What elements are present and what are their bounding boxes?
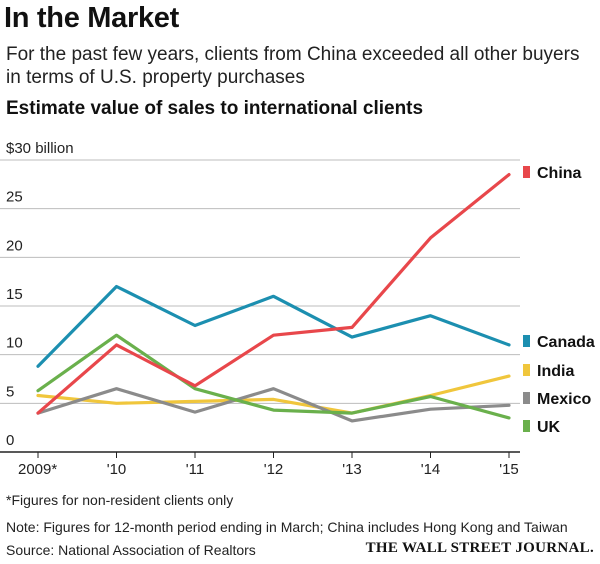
chart-heading: Estimate value of sales to international… xyxy=(6,98,424,119)
x-tick-label: '11 xyxy=(186,461,204,478)
legend-swatch-india xyxy=(523,364,530,376)
x-axis-ticks: 2009* '10 '11 '12 '13 '14 '15 xyxy=(18,452,519,478)
legend-swatch-mexico xyxy=(523,392,530,404)
y-tick-label: 0 xyxy=(6,432,14,449)
x-tick-label: '10 xyxy=(107,461,127,478)
legend-swatch-uk xyxy=(523,420,530,432)
y-tick-label: 5 xyxy=(6,383,14,400)
footnote-asterisk: *Figures for non-resident clients only xyxy=(6,492,234,508)
legend-label-uk: UK xyxy=(537,419,561,436)
legend-label-mexico: Mexico xyxy=(537,391,591,408)
legend: China Canada India Mexico UK xyxy=(523,165,595,436)
grid-lines xyxy=(0,159,520,453)
y-tick-label: 25 xyxy=(6,189,23,206)
source-text: Source: National Association of Realtors xyxy=(6,542,256,558)
series-lines xyxy=(36,173,511,423)
chart-subtitle: For the past few years, clients from Chi… xyxy=(6,44,580,88)
y-tick-label: 20 xyxy=(6,237,23,254)
series-line-mexico xyxy=(36,387,511,423)
x-tick-label: '15 xyxy=(499,461,519,478)
series-line-canada xyxy=(36,284,511,368)
footnote-note: Note: Figures for 12-month period ending… xyxy=(6,519,568,535)
legend-label-india: India xyxy=(537,363,574,380)
x-tick-label: '12 xyxy=(264,461,284,478)
x-tick-label: '13 xyxy=(342,461,362,478)
y-tick-label: 10 xyxy=(6,335,23,352)
chart-title: In the Market xyxy=(4,2,179,34)
y-axis-ticks: $30 billion 25 20 15 10 5 0 xyxy=(6,140,74,449)
legend-label-china: China xyxy=(537,165,582,182)
x-tick-label: 2009* xyxy=(18,461,57,478)
x-tick-label: '14 xyxy=(421,461,441,478)
series-line-uk xyxy=(36,333,511,420)
series-line-china xyxy=(36,173,511,415)
y-tick-label: $30 billion xyxy=(6,140,74,157)
legend-swatch-china xyxy=(523,166,530,178)
y-tick-label: 15 xyxy=(6,286,23,303)
legend-label-canada: Canada xyxy=(537,334,595,351)
legend-swatch-canada xyxy=(523,335,530,347)
publisher-credit: THE WALL STREET JOURNAL. xyxy=(365,540,594,556)
